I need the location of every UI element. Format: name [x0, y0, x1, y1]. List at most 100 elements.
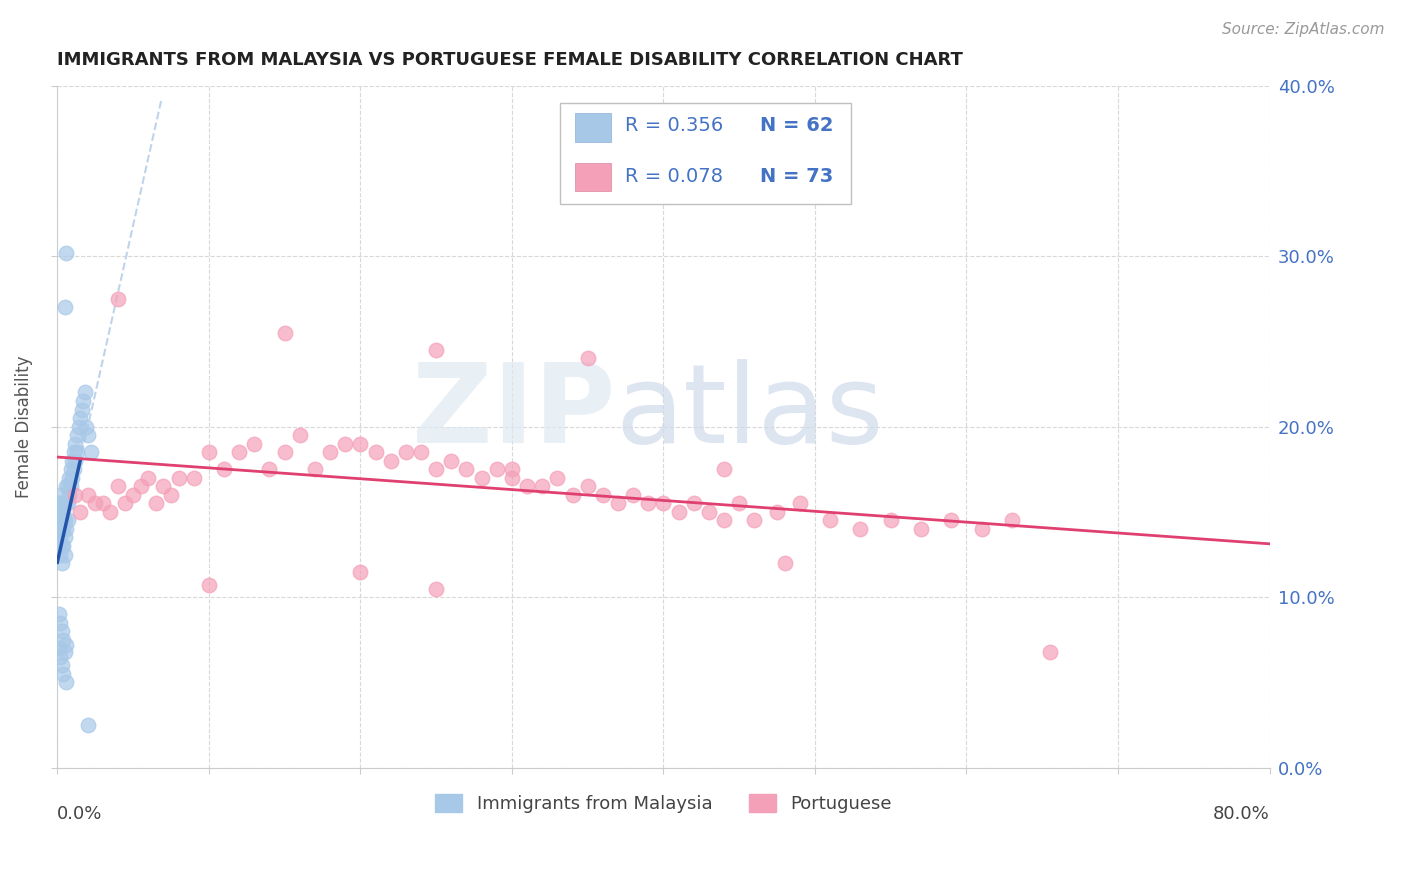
Point [48, 496, 70, 510]
Point [66, 445, 89, 459]
Point [637, 496, 659, 510]
Point [69, 411, 91, 425]
Point [58, 488, 80, 502]
Point [561, 488, 583, 502]
Point [531, 479, 554, 493]
Point [129, 479, 152, 493]
Point [107, 292, 129, 306]
Point [607, 496, 630, 510]
Point [65, 454, 87, 468]
Text: N = 73: N = 73 [761, 167, 834, 186]
Point [485, 462, 508, 476]
Point [349, 565, 371, 579]
Point [440, 454, 463, 468]
Text: 80.0%: 80.0% [1213, 805, 1270, 823]
Point [198, 578, 221, 592]
Point [501, 471, 523, 485]
Point [49, 649, 72, 664]
Point [48, 539, 70, 553]
Point [713, 462, 735, 476]
Point [273, 326, 295, 340]
Point [335, 436, 357, 450]
Point [122, 488, 145, 502]
Point [114, 496, 136, 510]
Point [910, 522, 932, 536]
Point [48, 641, 70, 656]
Point [72, 394, 94, 409]
Point [49, 496, 72, 510]
Point [59, 479, 82, 493]
Point [766, 505, 789, 519]
Point [1001, 513, 1024, 527]
Point [55, 479, 77, 493]
Point [592, 488, 614, 502]
Point [75, 419, 97, 434]
Point [773, 556, 796, 570]
Point [56, 479, 79, 493]
Point [52, 522, 75, 536]
Point [70, 402, 93, 417]
Point [48, 513, 70, 527]
Point [51, 624, 73, 639]
Point [49, 513, 72, 527]
Point [49, 505, 72, 519]
Point [212, 462, 235, 476]
Point [98, 505, 121, 519]
Point [243, 436, 266, 450]
Point [55, 245, 77, 260]
Point [55, 675, 77, 690]
Point [409, 445, 432, 459]
Point [51, 556, 73, 570]
Point [51, 505, 73, 519]
Point [501, 462, 523, 476]
Point [53, 531, 76, 545]
Point [55, 522, 77, 536]
Point [880, 513, 903, 527]
Point [53, 645, 76, 659]
Text: IMMIGRANTS FROM MALAYSIA VS PORTUGUESE FEMALE DISABILITY CORRELATION CHART: IMMIGRANTS FROM MALAYSIA VS PORTUGUESE F… [58, 51, 963, 69]
Point [55, 496, 77, 510]
Point [713, 513, 735, 527]
Point [53, 548, 76, 562]
Point [304, 462, 326, 476]
Point [51, 539, 73, 553]
Point [319, 445, 342, 459]
Point [395, 445, 418, 459]
Point [53, 513, 76, 527]
Point [145, 496, 167, 510]
Point [167, 471, 190, 485]
Point [55, 638, 77, 652]
Point [576, 479, 599, 493]
Legend: Immigrants from Malaysia, Portuguese: Immigrants from Malaysia, Portuguese [427, 786, 898, 820]
Point [52, 632, 75, 647]
Point [160, 488, 183, 502]
Point [456, 462, 478, 476]
Point [273, 445, 295, 459]
Point [52, 505, 75, 519]
Point [51, 522, 73, 536]
Bar [561, 103, 851, 203]
Point [84, 496, 107, 510]
Bar [575, 113, 612, 142]
Point [59, 462, 82, 476]
Point [668, 505, 690, 519]
Point [52, 539, 75, 553]
Point [849, 522, 872, 536]
Point [63, 445, 86, 459]
Point [48, 488, 70, 502]
Point [66, 428, 89, 442]
Point [744, 513, 766, 527]
Point [818, 513, 841, 527]
Point [364, 445, 387, 459]
Point [62, 454, 84, 468]
Point [49, 531, 72, 545]
Point [970, 522, 993, 536]
Point [63, 462, 86, 476]
Point [380, 454, 402, 468]
Point [65, 436, 87, 450]
Point [73, 385, 96, 400]
Point [425, 462, 447, 476]
Point [52, 513, 75, 527]
Point [652, 496, 675, 510]
Point [183, 471, 205, 485]
